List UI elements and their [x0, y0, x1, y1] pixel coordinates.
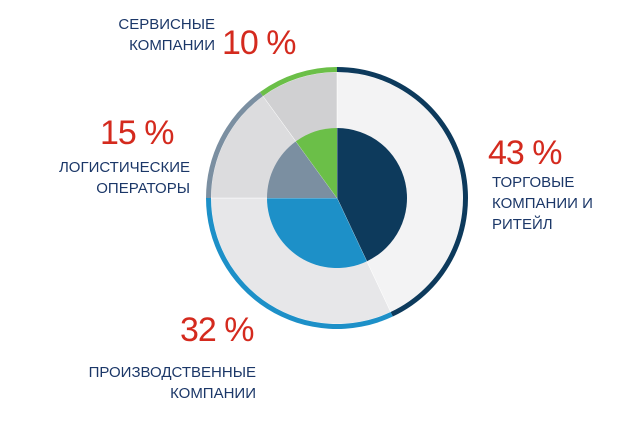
category-label: Сервисные компании	[118, 16, 215, 54]
inner-sector	[267, 141, 337, 198]
inner-sector	[267, 198, 367, 268]
outer-ring-arc	[206, 198, 393, 329]
value-label: 15 %	[100, 114, 174, 152]
value-label: 32 %	[180, 311, 254, 349]
outer-ring-arc	[260, 67, 337, 97]
category-label: Торговые компании и ритейл	[492, 174, 593, 233]
inner-sector	[337, 128, 407, 262]
outer-ring-arc	[206, 92, 263, 198]
value-label: 43 %	[488, 134, 562, 172]
category-label: Производственные компании	[88, 364, 256, 402]
value-label: 10 %	[222, 24, 296, 62]
category-label: Логистические операторы	[58, 159, 190, 197]
inner-sector	[295, 128, 337, 198]
